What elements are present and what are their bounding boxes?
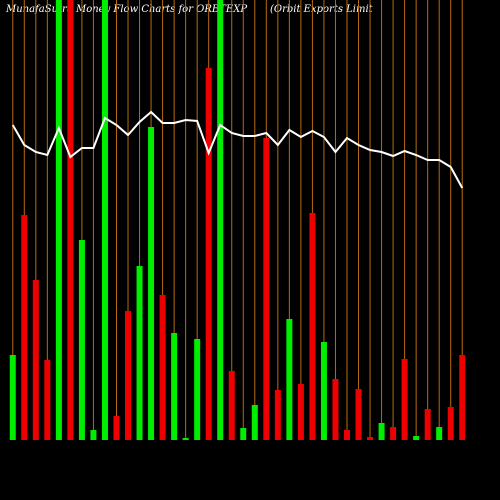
bar	[159, 295, 166, 440]
bar	[390, 427, 397, 440]
bar	[55, 0, 62, 440]
bar	[90, 430, 97, 440]
bar	[78, 240, 85, 440]
bar	[297, 384, 304, 440]
bar	[240, 428, 247, 440]
bar	[125, 311, 132, 440]
bar	[378, 423, 385, 440]
bar	[101, 0, 108, 440]
bar	[251, 405, 258, 440]
bar	[113, 416, 120, 440]
bar	[217, 0, 224, 440]
bar	[171, 333, 178, 440]
bar	[228, 371, 235, 440]
bar	[436, 427, 443, 440]
bar	[67, 0, 74, 440]
bar	[309, 213, 316, 440]
bar	[32, 280, 39, 440]
bar	[205, 68, 212, 440]
bar	[343, 430, 350, 440]
bar	[274, 390, 281, 440]
bar	[44, 360, 51, 440]
bar	[424, 409, 431, 440]
bar	[194, 339, 201, 440]
chart-subtitle: (Orbit Exports Limit	[270, 4, 374, 15]
bar	[148, 127, 155, 440]
bar	[413, 436, 420, 440]
bar	[401, 359, 408, 440]
bar	[367, 437, 374, 440]
bar	[9, 355, 16, 440]
bar	[459, 355, 466, 440]
flow-line	[11, 110, 464, 189]
bar	[355, 389, 362, 440]
bar	[182, 438, 189, 440]
bar	[286, 319, 293, 440]
bar	[320, 342, 327, 440]
bar	[447, 407, 454, 440]
chart-title: MunafaSutra Money Flow Charts for ORBTEX…	[5, 4, 247, 15]
bar	[263, 138, 270, 440]
bar	[21, 215, 28, 440]
bar	[136, 266, 143, 440]
bar	[332, 379, 339, 440]
